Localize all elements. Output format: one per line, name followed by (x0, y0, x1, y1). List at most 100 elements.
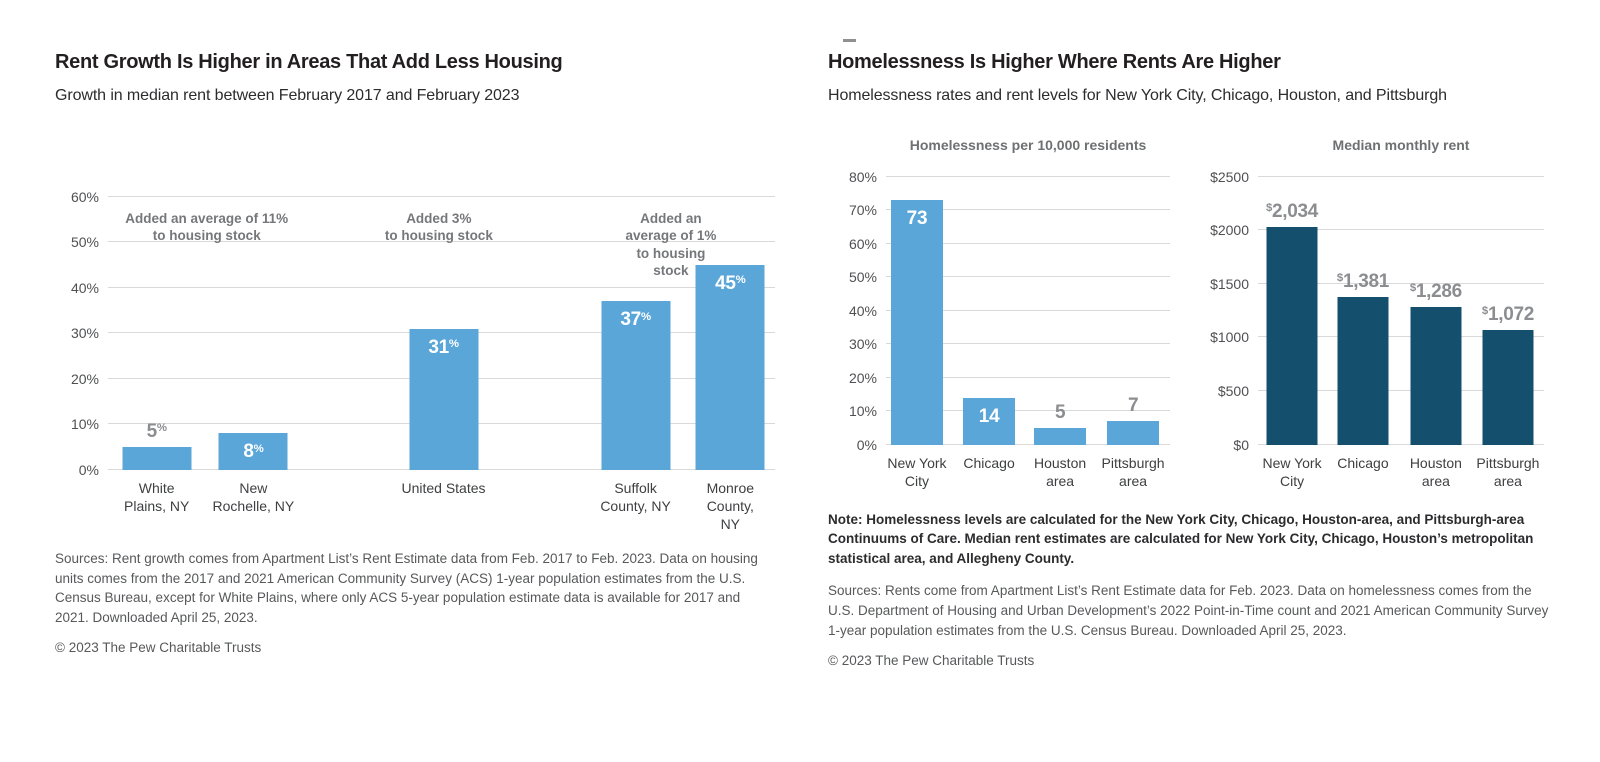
gridline (886, 309, 1170, 311)
bar-value-label: $1,072 (1481, 303, 1534, 325)
category-label: New Rochelle, NY (212, 479, 295, 514)
gridline (108, 286, 775, 288)
right-figure-title: Homelessness Is Higher Where Rents Are H… (828, 51, 1281, 73)
homelessness-chart-title: Homelessness per 10,000 residents (909, 136, 1147, 153)
bar-value-label: 14 (978, 405, 1000, 427)
bar-value-label: 45% (715, 273, 746, 295)
plot-area: $2,034 $1,381 $1,286 $1,072 (1258, 175, 1544, 445)
left-sources-text: Sources: Rent growth comes from Apartmen… (55, 550, 758, 626)
bar (1410, 306, 1462, 445)
bar: 73 (890, 200, 943, 445)
y-tick-label: 0% (856, 436, 877, 453)
gridline (886, 376, 1170, 378)
right-sources-text: Sources: Rents come from Apartment List’… (828, 583, 1549, 638)
rent-growth-chart: 0% 10% 20% 30% 40% 50% 60% Added an average of… (55, 189, 775, 532)
category-label: Chicago (963, 454, 1015, 471)
category-label: Houston area (1409, 454, 1462, 489)
gridline (886, 175, 1170, 177)
x-axis-labels: New York City Chicago Houston area Pittsbur… (1258, 454, 1544, 498)
category-label: Suffolk County, NY (600, 479, 671, 514)
bar-value-label: 37% (620, 309, 651, 331)
bar-value-label: 31% (428, 336, 459, 358)
annotation: Added 3% to housing stock (384, 210, 493, 244)
left-copyright-text: © 2023 The Pew Charitable Trusts (55, 640, 262, 656)
plot-wrap: $2,034 $1,381 $1,286 $1,072 New York City Ch… (1258, 175, 1544, 498)
gridline (886, 242, 1170, 244)
gridline (886, 209, 1170, 211)
category-label: New York City (887, 454, 947, 489)
y-tick-label: 30% (848, 336, 877, 353)
y-tick-label: $2500 (1210, 168, 1249, 185)
y-axis: 0% 10% 20% 30% 40% 50% 60% (55, 189, 108, 478)
gridline (886, 343, 1170, 345)
gridline (886, 443, 1170, 445)
y-tick-label: $2000 (1210, 222, 1249, 239)
y-tick-label: 70% (848, 202, 877, 219)
y-tick-label: 80% (848, 168, 877, 185)
y-tick-label: $1500 (1210, 275, 1249, 292)
bar (1266, 226, 1318, 445)
bar: 37% (601, 301, 671, 470)
gridline (886, 276, 1170, 278)
gridline (1258, 390, 1544, 391)
note-text: Note: Homelessness levels are calculated… (828, 511, 1534, 567)
mini-chart-row: Homelessness per 10,000 residents 0% 10% 2… (828, 137, 1554, 498)
y-tick-label: 20% (70, 370, 99, 387)
bar: 8% (218, 433, 288, 470)
gridline (108, 241, 775, 243)
category-label: Houston area (1034, 454, 1087, 489)
y-axis: 0% 10% 20% 30% 40% 50% 60% 70% 80% (828, 169, 886, 453)
gridline (1258, 229, 1544, 231)
right-figure-subtitle: Homelessness rates and rent levels for N… (828, 87, 1447, 104)
y-axis: $0 $500 $1000 $1500 $2000 $2500 (1196, 169, 1258, 453)
y-tick-label: 50% (70, 234, 99, 251)
gridline (1258, 336, 1544, 338)
bar-value-label: 5% (146, 421, 167, 443)
category-label: Chicago (1337, 454, 1389, 471)
bar (1107, 421, 1160, 445)
y-tick-label: 40% (70, 279, 99, 296)
bar (1482, 329, 1534, 445)
y-tick-label: 60% (848, 235, 877, 252)
x-axis-labels: New York City Chicago Houston area Pittsbur… (886, 454, 1170, 498)
bar: 31% (409, 328, 478, 470)
category-label: White Plains, NY (124, 479, 190, 514)
bar (1034, 427, 1087, 445)
left-figure-subtitle: Growth in median rent between February 2… (55, 87, 520, 104)
y-tick-label: $0 (1233, 436, 1249, 453)
bar: 45% (695, 265, 765, 470)
plot-area: Added an average of 11% to housing stock… (108, 195, 775, 470)
plot-area: 73 14 5 7 (886, 175, 1170, 445)
bar-value-label: 7 (1127, 395, 1139, 417)
bar: 14 (963, 397, 1016, 445)
bar-value-label: $1,286 (1409, 280, 1462, 302)
y-tick-label: 0% (78, 461, 99, 478)
bar-value-label: 5 (1054, 401, 1066, 423)
y-tick-label: 30% (70, 325, 99, 342)
gridline (108, 195, 775, 197)
homelessness-chart: 0% 10% 20% 30% 40% 50% 60% 70% 80% 73 14 5 7 New Yo… (828, 169, 1170, 498)
bar-value-label: $1,381 (1336, 270, 1389, 292)
homelessness-chart-block: Homelessness per 10,000 residents 0% 10% 2… (828, 137, 1170, 498)
category-label: Pittsburgh area (1101, 454, 1165, 489)
y-tick-label: 60% (70, 188, 99, 205)
bar-value-label: 8% (243, 441, 264, 463)
gridline (1258, 175, 1544, 177)
bar (122, 447, 192, 470)
y-tick-label: 40% (848, 302, 877, 319)
y-tick-label: 10% (848, 403, 877, 420)
bar-value-label: 73 (906, 208, 928, 230)
category-label: Monroe County, NY (706, 479, 755, 533)
y-tick-label: 20% (848, 369, 877, 386)
y-tick-label: 50% (848, 269, 877, 286)
median-rent-chart-block: Median monthly rent $0 $500 $1000 $1500 $200… (1196, 137, 1544, 498)
x-axis-labels: White Plains, NY New Rochelle, NY United S… (108, 479, 775, 532)
annotation: Added an average of 1% to housing stock (625, 210, 717, 279)
category-label: New York City (1262, 454, 1322, 489)
left-figure-title: Rent Growth Is Higher in Areas That Add … (55, 51, 563, 73)
bar-value-label: $2,034 (1265, 200, 1319, 222)
gridline (886, 410, 1170, 412)
median-rent-chart: $0 $500 $1000 $1500 $2000 $2500 $2,034 $1,381 $… (1196, 169, 1544, 498)
gridline (1258, 443, 1544, 445)
